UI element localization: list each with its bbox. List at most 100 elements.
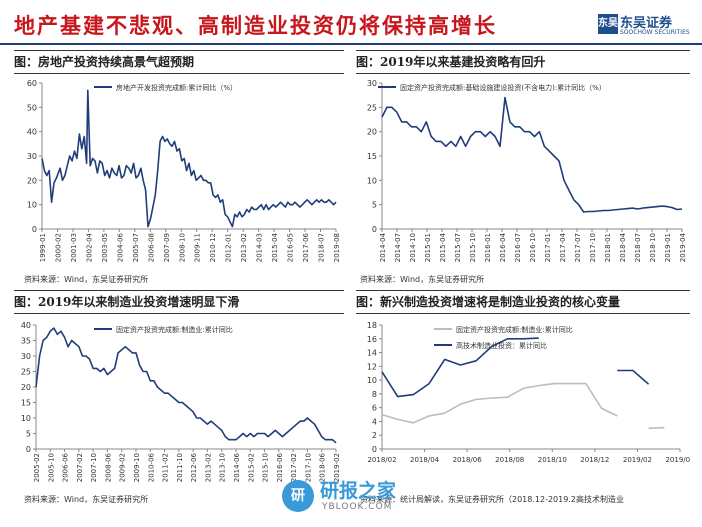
x-tick-label: 2017-10 (304, 453, 312, 482)
header-divider (0, 43, 702, 45)
logo-name-en: SOOCHOW SECURITIES (620, 29, 690, 36)
x-tick-label: 2016-01 (484, 233, 492, 262)
y-tick-label: 20 (21, 383, 31, 392)
x-tick-label: 2002-04 (85, 232, 93, 262)
x-tick-label: 2019-02 (333, 453, 341, 482)
x-tick-label: 2015-10 (262, 453, 270, 482)
panel-title-4: 图：新兴制造投资增速将是制造业投资的核心变量 (356, 290, 690, 314)
x-tick-label: 2018-04 (619, 232, 627, 262)
x-tick-label: 2018-10 (649, 233, 657, 262)
source-1: 资料来源：Wind，东吴证券研究所 (24, 275, 149, 284)
source-2: 资料来源：Wind，东吴证券研究所 (360, 275, 485, 284)
x-tick-label: 2005-02 (33, 453, 41, 482)
x-tick-label: 2013-02 (204, 453, 212, 482)
x-tick-label: 2009-02 (119, 453, 127, 482)
x-tick-label: 2018/06 (453, 456, 483, 464)
x-tick-label: 2011-10 (176, 453, 184, 482)
source-4: 资料来源：统计局解读，东吴证券研究所（2018.12-2019.2高技术制造业 (360, 495, 624, 504)
y-tick-label: 4 (372, 417, 377, 426)
legend-label-1: 房地产开发投资完成额:累计同比（%） (116, 83, 237, 92)
y-tick-label: 10 (27, 201, 37, 210)
watermark: 研 研报之家 YBLOOK.COM (282, 476, 432, 522)
series-line-1 (381, 96, 683, 213)
x-tick-label: 2013-10 (219, 453, 227, 482)
y-tick-label: 25 (367, 103, 377, 112)
x-tick-label: 2015-01 (424, 233, 432, 262)
x-tick-label: 2015-04 (271, 232, 279, 262)
x-tick-label: 2015-07 (454, 233, 462, 262)
x-tick-label: 2016-06 (276, 452, 284, 482)
y-tick-label: 14 (367, 349, 377, 358)
y-tick-label: 10 (21, 414, 31, 423)
x-tick-label: 2014-06 (233, 452, 241, 482)
x-tick-label: 2016-10 (529, 233, 537, 262)
x-tick-label: 2018-07 (318, 233, 326, 262)
chart-1: 0 10 20 30 40 50 60 1999-01 2000-02 2001-03 2002-0… (27, 79, 341, 262)
x-tick-label: 2019-08 (333, 233, 341, 262)
y-tick-label: 60 (27, 79, 37, 88)
x-tick-label: 2019/05 (665, 456, 690, 464)
legend-label-2: 高技术制造业投资：累计同比 (456, 341, 547, 350)
legend-label-1: 固定资产投资完成额:基础设施建设投资(不含电力):累计同比（%） (400, 83, 606, 92)
x-tick-label: 2014-10 (409, 233, 417, 262)
x-tick-label: 2003-05 (101, 233, 109, 262)
x-tick-label: 2017-10 (589, 233, 597, 262)
y-tick-label: 30 (21, 352, 31, 361)
y-tick-label: 18 (367, 321, 377, 330)
x-tick-label: 2018-06 (319, 452, 327, 482)
y-tick-label: 15 (367, 152, 377, 161)
x-tick-label: 2011-02 (162, 453, 170, 482)
y-tick-label: 5 (372, 201, 377, 210)
y-tick-label: 30 (27, 152, 37, 161)
x-tick-label: 2019/02 (623, 456, 652, 464)
watermark-url: YBLOOK.COM (322, 502, 393, 512)
x-tick-label: 2018-07 (634, 233, 642, 262)
x-tick-label: 2012-06 (190, 452, 198, 482)
legend-label-1: 固定资产投资完成额:制造业:累计同比 (456, 325, 573, 334)
y-tick-label: 8 (372, 390, 377, 399)
x-tick-label: 2017-06 (302, 232, 310, 262)
chart-3: 0 5 10 15 20 25 30 35 40 2005-02 2005-10 2006-06 200… (21, 321, 341, 482)
x-tick-label: 2006-08 (147, 233, 155, 262)
x-tick-label: 2012-01 (225, 233, 233, 262)
x-tick-label: 2013-02 (240, 233, 248, 262)
y-tick-label: 16 (367, 335, 377, 344)
x-tick-label: 2018-01 (604, 233, 612, 262)
x-tick-label: 2005-07 (132, 233, 140, 262)
x-tick-label: 2018/02 (367, 456, 396, 464)
source-3: 资料来源：Wind，东吴证券研究所 (24, 495, 149, 504)
y-tick-label: 20 (27, 176, 37, 185)
x-tick-label: 2016-07 (514, 233, 522, 262)
y-tick-label: 0 (26, 445, 31, 454)
x-tick-label: 2010-06 (147, 452, 155, 482)
slide-title: 地产基建不悲观、高制造业投资仍将保持高增长 (14, 13, 497, 38)
x-tick-label: 2007-09 (163, 233, 171, 262)
x-tick-label: 2019-01 (664, 233, 672, 262)
y-tick-label: 10 (367, 176, 377, 185)
series-line-1 (35, 327, 337, 444)
y-tick-label: 0 (372, 445, 377, 454)
y-tick-label: 0 (372, 225, 377, 234)
y-tick-label: 35 (21, 337, 31, 346)
y-tick-label: 40 (21, 321, 31, 330)
y-tick-label: 40 (27, 128, 37, 137)
x-tick-label: 2008-06 (104, 452, 112, 482)
x-tick-label: 2010-12 (209, 233, 217, 262)
y-tick-label: 30 (367, 79, 377, 88)
y-tick-label: 20 (367, 128, 377, 137)
x-tick-label: 2017-02 (290, 453, 298, 482)
y-tick-label: 2 (372, 431, 377, 440)
x-tick-label: 2001-03 (70, 233, 78, 262)
y-tick-label: 10 (367, 376, 377, 385)
x-tick-label: 2015-04 (439, 232, 447, 262)
x-tick-label: 2009-10 (133, 453, 141, 482)
chart-4: 0 2 4 6 8 10 12 14 16 18 2018/02 2018/04 2018/06 2018… (367, 321, 690, 464)
logo-mark: 东吴 (598, 14, 618, 34)
x-tick-label: 2016-04 (499, 232, 507, 262)
x-tick-label: 2014-04 (379, 232, 387, 262)
series-line-1 (381, 382, 665, 430)
x-tick-label: 2000-02 (54, 233, 62, 262)
y-tick-label: 15 (21, 399, 31, 408)
y-tick-label: 5 (26, 430, 31, 439)
y-tick-label: 6 (372, 404, 377, 413)
